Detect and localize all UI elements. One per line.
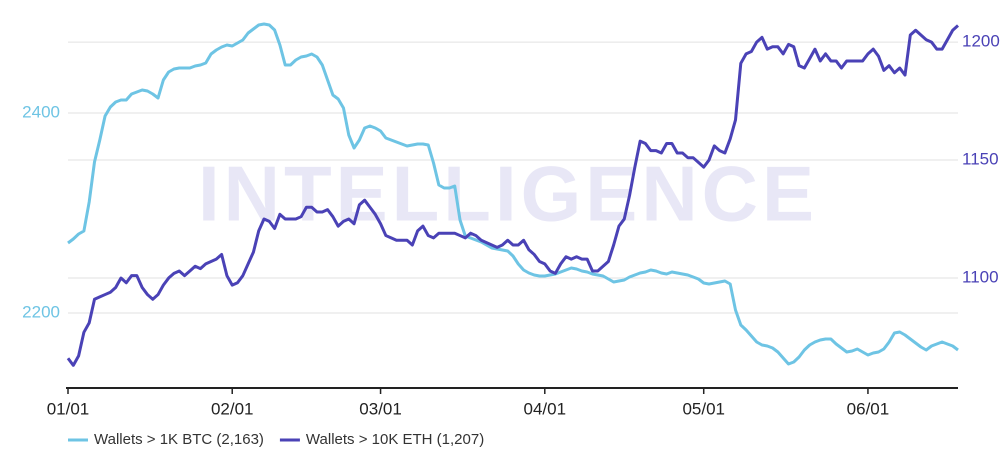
y-tick-label: 2400 (22, 102, 60, 121)
y2-tick-label: 1100 (962, 268, 999, 287)
y-tick-label: 2200 (22, 302, 60, 321)
series-line (67, 22, 959, 366)
legend-label: Wallets > 1K BTC (2,163) (94, 431, 264, 448)
x-tick-label: 02/01 (211, 399, 254, 418)
x-tick-label: 03/01 (359, 399, 402, 418)
x-tick-label: 01/01 (47, 399, 90, 418)
y2-tick-label: 1150 (962, 150, 999, 169)
watermark: INTELLIGENCE (198, 150, 818, 238)
y2-tick-label: 1200 (962, 32, 1000, 51)
legend-label: Wallets > 10K ETH (1,207) (306, 431, 484, 448)
series-line (66, 24, 959, 367)
x-tick-label: 05/01 (682, 399, 725, 418)
x-tick-label: 06/01 (847, 399, 890, 418)
x-tick-label: 04/01 (524, 399, 567, 418)
